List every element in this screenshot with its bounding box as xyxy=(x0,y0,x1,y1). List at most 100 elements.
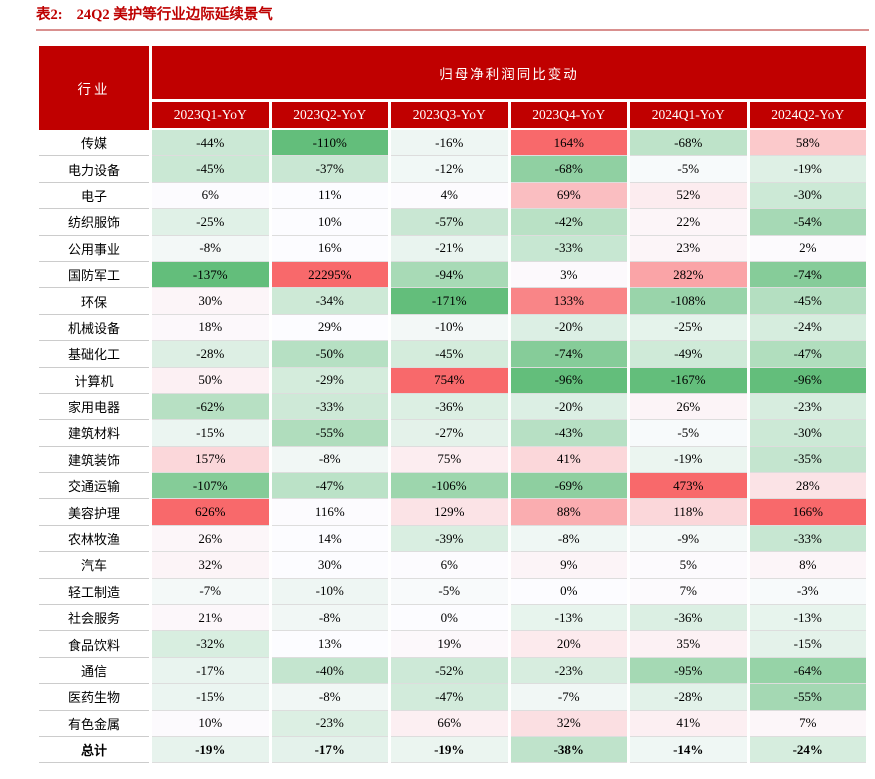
value-cell: 11% xyxy=(271,182,388,210)
value-cell: 9% xyxy=(510,552,627,579)
industry-cell: 计算机 xyxy=(39,367,149,394)
column-header-2024q1: 2024Q1-YoY xyxy=(630,102,747,130)
value-cell: -42% xyxy=(510,209,627,236)
value-cell: -36% xyxy=(630,605,747,632)
value-cell: -33% xyxy=(271,393,388,421)
industry-cell: 基础化工 xyxy=(39,341,149,368)
value-cell: -10% xyxy=(391,314,508,342)
value-cell: -107% xyxy=(152,473,269,500)
value-cell: -28% xyxy=(152,341,269,368)
value-cell: 10% xyxy=(152,710,269,737)
total-row: 总计 -19% -17% -19% -38% -14% -24% xyxy=(39,736,866,764)
table-body: 传媒 -44% -110% -16% 164% -68% 58% 电力设备 -45% -37% -1… xyxy=(39,130,866,764)
value-cell: -20% xyxy=(510,314,627,342)
value-cell: 30% xyxy=(271,552,388,579)
value-cell: -108% xyxy=(630,288,747,315)
value-cell: 21% xyxy=(152,605,269,632)
value-cell: 88% xyxy=(510,499,627,526)
value-cell: -3% xyxy=(749,578,866,606)
value-cell: -68% xyxy=(630,130,747,157)
value-cell: -47% xyxy=(271,473,388,500)
value-cell: -47% xyxy=(749,341,866,368)
industry-cell: 农林牧渔 xyxy=(39,525,149,553)
value-cell: -47% xyxy=(391,684,508,711)
value-cell: -29% xyxy=(271,367,388,394)
value-cell: -24% xyxy=(749,314,866,342)
industry-cell: 交通运输 xyxy=(39,473,149,500)
value-cell: -34% xyxy=(271,288,388,315)
value-cell: -8% xyxy=(271,446,388,474)
value-cell: -13% xyxy=(749,605,866,632)
value-cell: -24% xyxy=(749,736,866,764)
value-cell: 166% xyxy=(749,499,866,526)
value-cell: -15% xyxy=(152,684,269,711)
column-header-2023q2: 2023Q2-YoY xyxy=(271,102,388,130)
value-cell: -30% xyxy=(749,182,866,210)
table-row: 电子 6% 11% 4% 69% 52% -30% xyxy=(39,182,866,210)
value-cell: -49% xyxy=(630,341,747,368)
table-row: 机械设备 18% 29% -10% -20% -25% -24% xyxy=(39,314,866,342)
value-cell: -15% xyxy=(152,420,269,447)
value-cell: 41% xyxy=(510,446,627,474)
table-row: 交通运输 -107% -47% -106% -69% 473% 28% xyxy=(39,473,866,500)
table-row: 社会服务 21% -8% 0% -13% -36% -13% xyxy=(39,605,866,632)
value-cell: 3% xyxy=(510,261,627,289)
industry-cell: 家用电器 xyxy=(39,393,149,421)
value-cell: -5% xyxy=(391,578,508,606)
value-cell: 14% xyxy=(271,525,388,553)
table-header: 行业 归母净利润同比变动 2023Q1-YoY 2023Q2-YoY 2023Q… xyxy=(39,46,866,130)
value-cell: 30% xyxy=(152,288,269,315)
value-cell: -17% xyxy=(152,657,269,685)
value-cell: 116% xyxy=(271,499,388,526)
table-row: 国防军工 -137% 22295% -94% 3% 282% -74% xyxy=(39,261,866,289)
table-caption-text: 24Q2 美护等行业边际延续景气 xyxy=(76,7,273,23)
value-cell: 118% xyxy=(630,499,747,526)
value-cell: 22% xyxy=(630,209,747,236)
value-cell: 26% xyxy=(152,525,269,553)
value-cell: -12% xyxy=(391,156,508,183)
column-header-2023q4: 2023Q4-YoY xyxy=(510,102,627,130)
value-cell: -8% xyxy=(271,684,388,711)
value-cell: 129% xyxy=(391,499,508,526)
value-cell: -171% xyxy=(391,288,508,315)
value-cell: -62% xyxy=(152,393,269,421)
value-cell: 66% xyxy=(391,710,508,737)
value-cell: -110% xyxy=(271,130,388,157)
value-cell: -44% xyxy=(152,130,269,157)
value-cell: -74% xyxy=(510,341,627,368)
value-cell: -33% xyxy=(749,525,866,553)
value-cell: -30% xyxy=(749,420,866,447)
group-header-row: 行业 归母净利润同比变动 xyxy=(39,46,866,130)
table-row: 汽车 32% 30% 6% 9% 5% 8% xyxy=(39,552,866,579)
industry-cell: 电力设备 xyxy=(39,156,149,183)
value-cell: -8% xyxy=(152,235,269,262)
column-header-2024q2: 2024Q2-YoY xyxy=(749,102,866,130)
industry-cell: 建筑装饰 xyxy=(39,446,149,474)
value-cell: 16% xyxy=(271,235,388,262)
value-cell: -33% xyxy=(510,235,627,262)
value-cell: -5% xyxy=(630,156,747,183)
value-cell: 13% xyxy=(271,631,388,658)
value-cell: -7% xyxy=(152,578,269,606)
value-cell: 164% xyxy=(510,130,627,157)
value-cell: 50% xyxy=(152,367,269,394)
value-cell: 2% xyxy=(749,235,866,262)
industry-cell: 有色金属 xyxy=(39,710,149,737)
value-cell: -25% xyxy=(152,209,269,236)
value-cell: -10% xyxy=(271,578,388,606)
value-cell: -167% xyxy=(630,367,747,394)
industry-column-header: 行业 xyxy=(39,46,149,130)
value-cell: 8% xyxy=(749,552,866,579)
industry-cell: 轻工制造 xyxy=(39,578,149,606)
table-row: 计算机 50% -29% 754% -96% -167% -96% xyxy=(39,367,866,394)
value-cell: -19% xyxy=(749,156,866,183)
value-cell: -36% xyxy=(391,393,508,421)
value-cell: -25% xyxy=(630,314,747,342)
group-header: 归母净利润同比变动 xyxy=(152,46,866,102)
value-cell: 754% xyxy=(391,367,508,394)
value-cell: 23% xyxy=(630,235,747,262)
industry-cell: 建筑材料 xyxy=(39,420,149,447)
value-cell: 157% xyxy=(152,446,269,474)
value-cell: 18% xyxy=(152,314,269,342)
value-cell: -106% xyxy=(391,473,508,500)
